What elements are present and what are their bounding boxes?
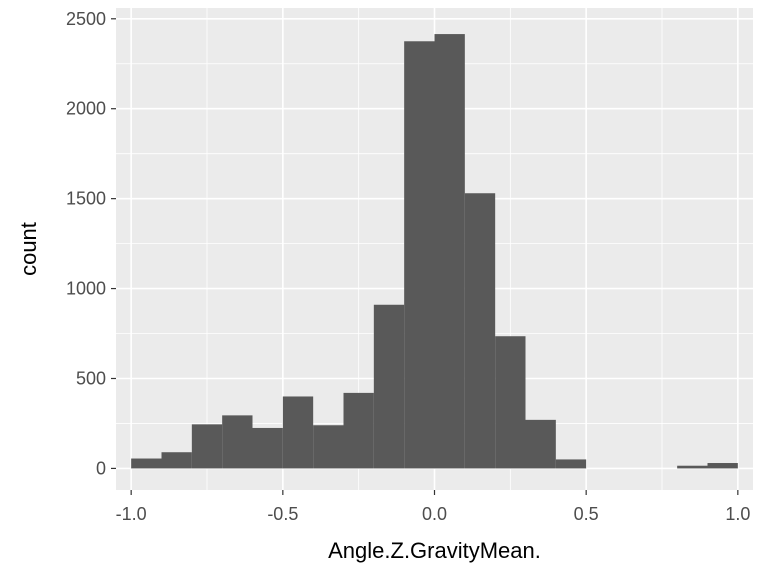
y-tick-label: 2500: [66, 9, 106, 29]
histogram-bar: [161, 452, 192, 469]
y-tick-label: 1500: [66, 189, 106, 209]
histogram-bar: [131, 458, 162, 469]
histogram-bar: [434, 34, 465, 469]
histogram-bar: [313, 425, 344, 469]
x-tick-label: 1.0: [725, 504, 750, 524]
x-tick-label: 0.0: [422, 504, 447, 524]
histogram-bar: [677, 465, 708, 469]
histogram-bar: [404, 41, 435, 469]
histogram-bar: [191, 424, 223, 469]
histogram-bar: [525, 419, 556, 469]
y-axis-title: count: [16, 222, 41, 276]
x-axis-ticks: -1.0 -0.5 0.0 0.5 1.0: [116, 490, 750, 524]
y-axis-ticks: 0 500 1000 1500 2000 2500: [66, 9, 116, 478]
x-tick-label: -1.0: [116, 504, 147, 524]
y-tick-label: 500: [76, 368, 106, 388]
histogram-bar: [464, 193, 496, 469]
x-tick-label: 0.5: [574, 504, 599, 524]
x-axis-title: Angle.Z.GravityMean.: [328, 538, 541, 563]
histogram-bar: [252, 427, 283, 469]
histogram-bar: [707, 463, 738, 469]
x-tick-label: -0.5: [267, 504, 298, 524]
histogram-bar: [343, 392, 374, 469]
histogram-bar: [495, 336, 526, 469]
histogram-bar: [555, 459, 587, 469]
y-tick-label: 2000: [66, 99, 106, 119]
histogram-bars: [131, 34, 738, 469]
histogram-bar: [282, 396, 314, 469]
y-tick-label: 0: [96, 458, 106, 478]
histogram-bar: [373, 304, 405, 469]
histogram-bar: [222, 415, 253, 469]
y-tick-label: 1000: [66, 279, 106, 299]
